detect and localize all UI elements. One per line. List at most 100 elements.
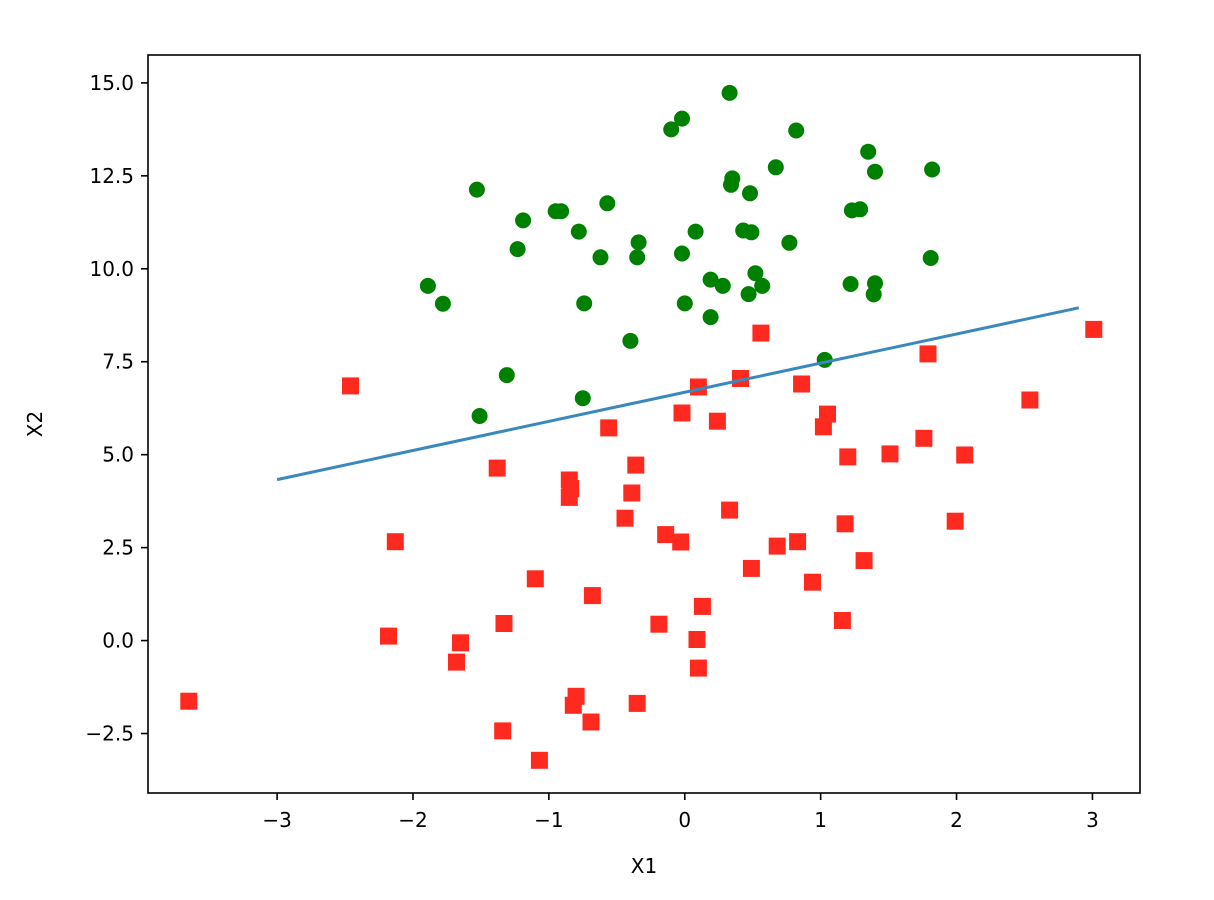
red-square-point [833,612,851,629]
red-square-point [742,559,760,577]
green-circle-point [867,163,883,180]
red-square-point [627,456,645,474]
x-tick-label: −3 [262,808,291,832]
green-circle-point [498,367,515,384]
red-square-point [689,659,707,677]
y-tick-label: 15.0 [89,71,134,95]
red-square-point [495,615,513,632]
green-circle-point [576,295,593,312]
red-square-point [628,694,646,712]
x-axis-label: X1 [631,854,657,878]
red-square-point [673,404,691,422]
y-tick-label: 2.5 [102,536,134,560]
y-tick-label: 0.0 [102,629,134,653]
y-tick-label: 10.0 [89,257,134,281]
green-circle-point [781,234,798,251]
red-square-point [616,509,634,527]
green-circle-point [468,181,485,198]
red-square-point [1021,391,1039,409]
y-tick-label: 7.5 [102,350,134,374]
axis-ticks: −3 −2 −1 0 1 2 3 −2.5 0.0 2.5 5.0 7.5 10.0 12.5 15.0 [85,71,1098,832]
red-square-point [946,512,964,530]
green-circle-point [865,286,882,303]
green-circle-point [629,249,646,266]
green-circle-point [570,223,587,240]
y-tick-label: −2.5 [85,722,134,746]
red-square-point [919,345,937,363]
red-square-point [386,533,404,551]
red-square-point [688,631,706,648]
red-square-point [839,448,857,466]
red-square-point [623,484,641,502]
red-square-point [881,445,899,463]
red-square-point [583,587,601,605]
y-axis-label: X2 [23,411,47,437]
green-circle-point [674,245,690,262]
green-circle-point [788,122,805,139]
red-square-point [708,412,726,430]
red-square-point [342,377,359,395]
red-square-point [693,597,711,615]
red-square-point [452,634,469,652]
red-square-point [768,537,786,555]
red-square-point [732,370,749,387]
green-circle-point [714,277,731,294]
red-square-point [560,488,578,506]
green-circle-point [702,271,719,288]
x-tick-label: −2 [398,808,427,832]
green-circle-point [599,195,616,212]
red-square-point [657,526,675,544]
green-circle-point [852,201,869,218]
red-square-point [915,429,933,447]
red-square-point [582,713,600,731]
y-tick-label: 5.0 [102,443,134,467]
green-circle-point [723,176,739,193]
plot-frame [147,54,1141,794]
green-circle-point [676,295,693,312]
red-square-point [814,418,832,436]
red-square-point [672,533,690,551]
green-circle-point [747,265,764,282]
green-circle-point [515,212,532,229]
red-square-point [494,722,512,740]
y-tick-label: 12.5 [89,164,134,188]
green-circle-point [924,161,941,178]
x-tick-label: 1 [814,808,827,832]
red-square-point [488,459,506,477]
red-square-point [564,696,582,714]
green-circle-point [674,110,690,127]
data-marks [180,84,1103,769]
x-tick-label: 0 [678,808,691,832]
green-circle-point [922,250,939,266]
green-circle-point [419,277,436,294]
red-square-point [180,692,198,710]
red-square-point [650,615,668,633]
red-square-point [721,501,739,519]
green-circle-point [742,185,758,202]
red-square-point [836,515,854,533]
green-circle-point [740,286,757,303]
green-circle-point [743,224,760,241]
red-square-point [855,552,873,570]
red-square-point [804,573,821,591]
x-tick-label: 3 [1086,808,1099,832]
red-square-point [448,653,465,671]
red-square-point [600,419,618,437]
green-circle-point [721,84,738,101]
green-circle-point [687,223,704,240]
red-square-point [793,375,811,393]
red-square-point [380,627,397,645]
green-circle-point [509,241,526,258]
green-circle-point [767,159,784,176]
green-circle-point [754,277,771,294]
green-circle-point [574,390,591,407]
green-circle-point [702,309,719,326]
red-square-point [752,324,770,342]
x-tick-label: 2 [950,808,963,832]
green-circle-point [860,143,877,160]
green-circle-point [622,332,639,349]
green-circle-point [630,234,647,251]
green-circle-point [842,276,859,292]
